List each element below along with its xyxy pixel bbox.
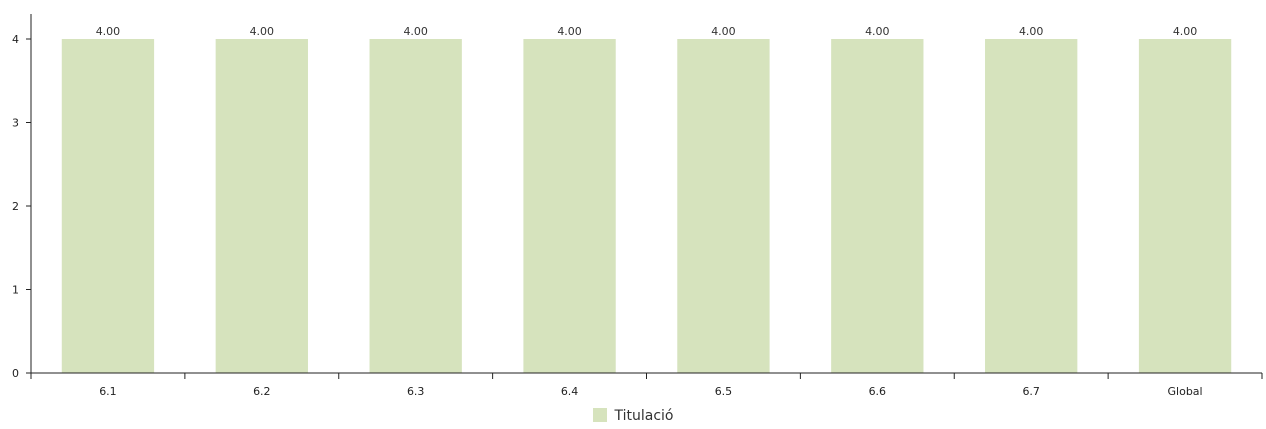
data-label: 4.00 bbox=[557, 25, 582, 38]
data-label: 4.00 bbox=[711, 25, 736, 38]
legend-label: Titulació bbox=[614, 408, 674, 424]
x-tick-label: 6.3 bbox=[407, 385, 425, 398]
data-label: 4.00 bbox=[1019, 25, 1044, 38]
y-tick-label: 2 bbox=[12, 200, 19, 213]
legend: Titulació bbox=[0, 408, 1266, 424]
y-tick-label: 3 bbox=[12, 117, 19, 130]
data-label: 4.00 bbox=[1173, 25, 1198, 38]
bar bbox=[61, 39, 155, 373]
data-label: 4.00 bbox=[96, 25, 121, 38]
bar bbox=[831, 39, 924, 373]
bar bbox=[1138, 39, 1232, 373]
x-tick-label: 6.5 bbox=[715, 385, 733, 398]
x-tick-label: 6.6 bbox=[869, 385, 887, 398]
x-tick-label: 6.2 bbox=[253, 385, 271, 398]
bar bbox=[523, 39, 616, 373]
data-label: 4.00 bbox=[403, 25, 428, 38]
y-tick-label: 0 bbox=[12, 367, 19, 380]
bar bbox=[985, 39, 1078, 373]
bar bbox=[369, 39, 462, 373]
x-tick-label: 6.1 bbox=[99, 385, 117, 398]
bar bbox=[677, 39, 770, 373]
legend-swatch bbox=[592, 408, 607, 422]
data-label: 4.00 bbox=[250, 25, 275, 38]
y-tick-label: 1 bbox=[12, 284, 19, 297]
y-tick-label: 4 bbox=[12, 33, 19, 46]
x-tick-label: Global bbox=[1168, 385, 1203, 398]
bar-chart: 4.00 4.00 4.00 4.00 4.00 4.00 4.00 4.00 0 1 2 3 4 6.1… bbox=[12, 14, 1263, 398]
data-label: 4.00 bbox=[865, 25, 890, 38]
x-tick-label: 6.4 bbox=[561, 385, 579, 398]
bar bbox=[215, 39, 308, 373]
x-tick-label: 6.7 bbox=[1022, 385, 1040, 398]
